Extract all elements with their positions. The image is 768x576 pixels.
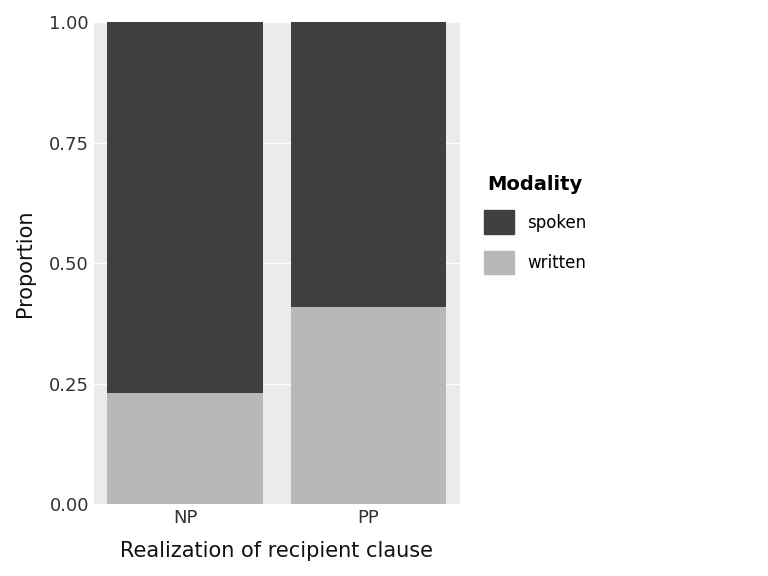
Y-axis label: Proportion: Proportion — [15, 209, 35, 317]
Bar — [290, 22, 446, 306]
X-axis label: Realization of recipient clause: Realization of recipient clause — [121, 541, 433, 561]
Bar — [290, 306, 446, 504]
Bar — [108, 393, 263, 504]
Bar — [108, 22, 263, 393]
Legend: spoken, written: spoken, written — [475, 166, 595, 283]
